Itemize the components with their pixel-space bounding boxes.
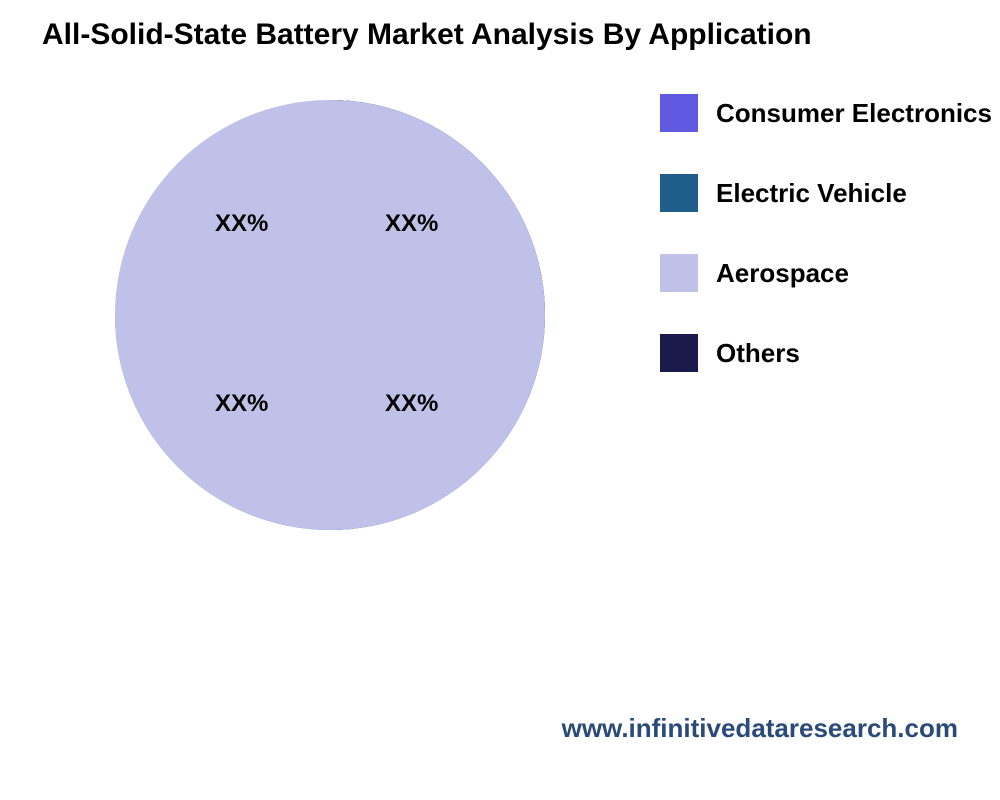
legend-label: Electric Vehicle: [716, 178, 907, 209]
legend-item-consumer-electronics: Consumer Electronics: [660, 94, 992, 132]
pie-chart: XX% XX% XX% XX%: [115, 100, 545, 530]
legend-swatch: [660, 174, 698, 212]
slice-label-consumer-electronics: XX%: [385, 390, 438, 418]
slice-label-others: XX%: [385, 210, 438, 238]
slice-label-aerospace: XX%: [215, 210, 268, 238]
legend-swatch: [660, 334, 698, 372]
legend: Consumer Electronics Electric Vehicle Ae…: [660, 94, 992, 372]
legend-label: Others: [716, 338, 800, 369]
legend-swatch: [660, 254, 698, 292]
legend-label: Aerospace: [716, 258, 849, 289]
legend-item-aerospace: Aerospace: [660, 254, 992, 292]
chart-title: All-Solid-State Battery Market Analysis …: [42, 18, 812, 52]
legend-item-electric-vehicle: Electric Vehicle: [660, 174, 992, 212]
footer-attribution: www.infinitivedataresearch.com: [562, 713, 958, 744]
legend-label: Consumer Electronics: [716, 98, 992, 129]
slice-label-electric-vehicle: XX%: [215, 390, 268, 418]
legend-item-others: Others: [660, 334, 992, 372]
legend-swatch: [660, 94, 698, 132]
pie-slice-aerospace: [115, 100, 545, 530]
